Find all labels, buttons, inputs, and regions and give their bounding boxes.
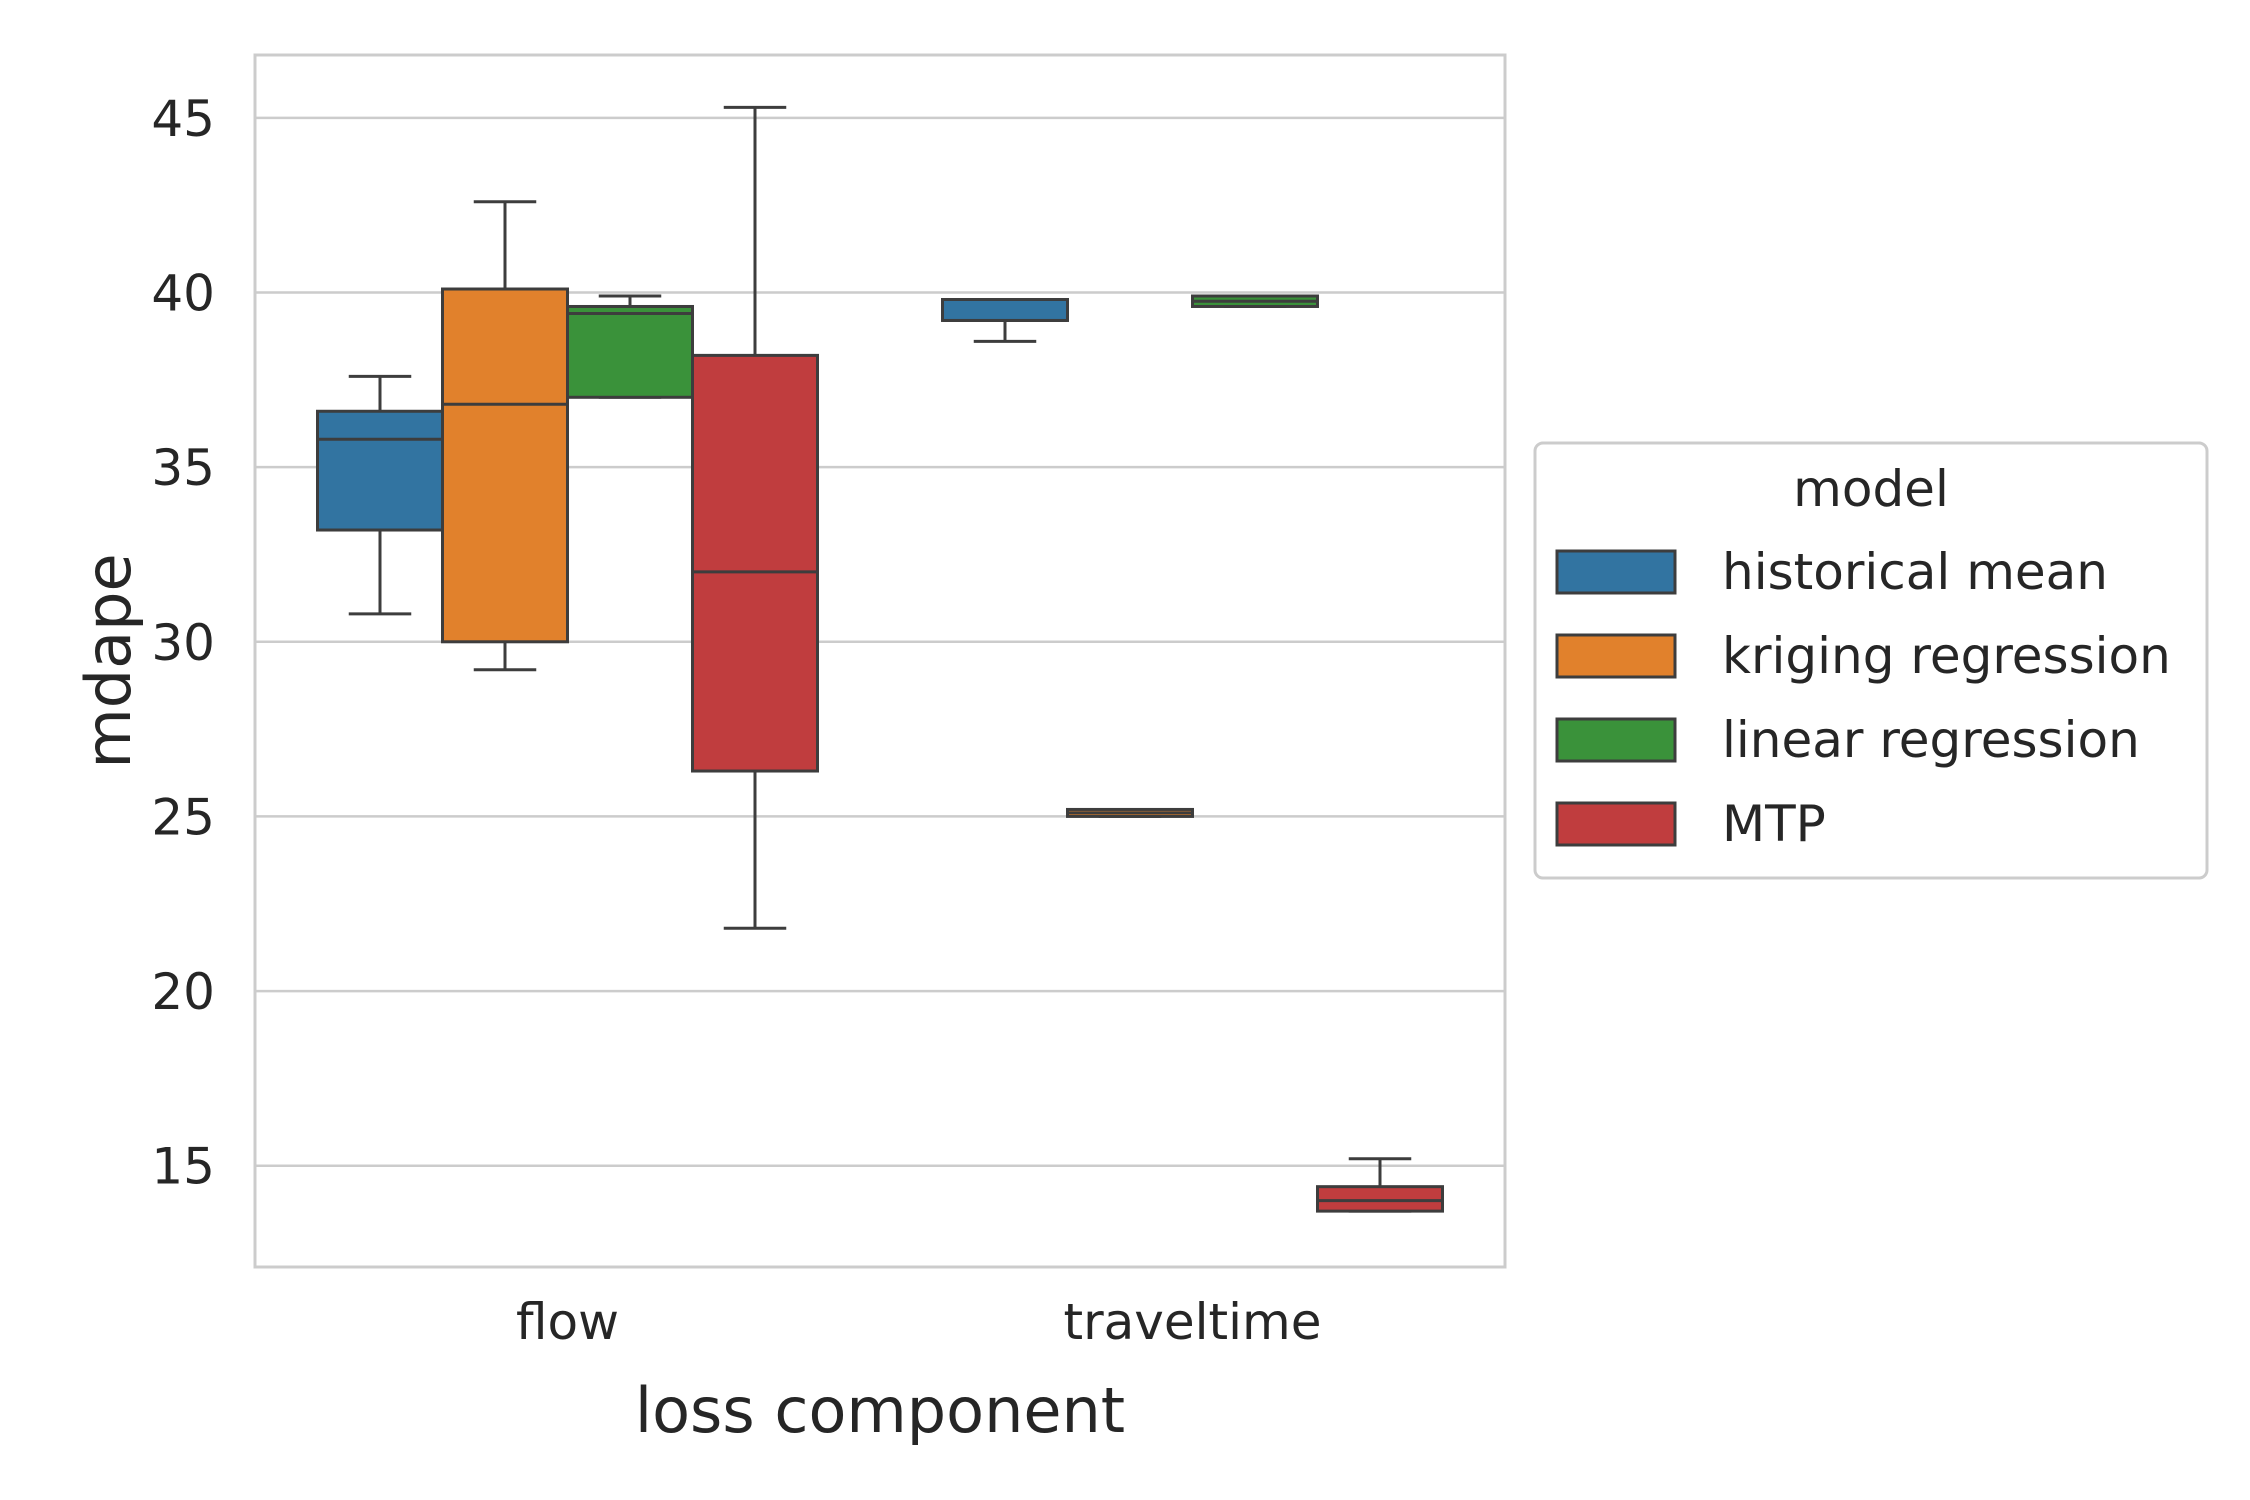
legend-label: MTP: [1722, 795, 1826, 853]
legend-label: historical mean: [1722, 543, 2108, 601]
legend-swatch: [1555, 717, 1677, 763]
box-iqr: [566, 304, 694, 399]
legend-item: kriging regression: [1555, 627, 2171, 685]
box-kriging-regression-flow: [441, 200, 569, 672]
box-iqr: [316, 409, 444, 532]
y-tick-label: 35: [151, 439, 215, 497]
legend-swatch: [1555, 633, 1677, 679]
plot-frame: [253, 53, 1507, 1269]
box-mtp-flow: [691, 105, 819, 930]
box-linear-regression-flow: [566, 294, 694, 399]
y-tick-label: 45: [151, 90, 215, 148]
box-iqr: [1316, 1185, 1444, 1213]
box-historical-mean-traveltime: [941, 297, 1069, 343]
x-axis-title: loss component: [635, 1374, 1125, 1447]
legend-items: historical mean kriging regression linear …: [1555, 543, 2171, 853]
y-axis-title: mdape: [72, 553, 145, 768]
legend-item: linear regression: [1555, 711, 2140, 769]
box-iqr: [441, 287, 569, 644]
y-tick-label: 20: [151, 963, 215, 1021]
legend: model historical mean kriging regression l…: [1533, 441, 2209, 880]
y-tick-label: 15: [151, 1138, 215, 1196]
y-tick-label: 25: [151, 788, 215, 846]
legend-swatch: [1555, 801, 1677, 847]
legend-label: kriging regression: [1722, 627, 2171, 685]
boxes: [316, 105, 1444, 1213]
box-mtp-traveltime: [1316, 1157, 1444, 1213]
legend-frame: [1533, 441, 2209, 880]
y-tick-labels: 15 20 25 30 35 40 45: [151, 90, 215, 1196]
box-iqr: [941, 297, 1069, 322]
legend-title: model: [1793, 460, 1949, 518]
box-iqr: [691, 353, 819, 773]
legend-label: linear regression: [1722, 711, 2140, 769]
legend-swatch: [1555, 549, 1677, 595]
x-tick-label: flow: [516, 1293, 619, 1351]
box-kriging-regression-traveltime: [1066, 807, 1194, 818]
legend-item: MTP: [1555, 795, 1826, 853]
y-tick-label: 40: [151, 265, 215, 323]
y-tick-label: 30: [151, 614, 215, 672]
x-tick-label: traveltime: [1063, 1293, 1321, 1351]
legend-item: historical mean: [1555, 543, 2108, 601]
box-linear-regression-traveltime: [1191, 294, 1319, 308]
box-historical-mean-flow: [316, 374, 444, 616]
x-tick-labels: flow traveltime: [516, 1293, 1322, 1351]
